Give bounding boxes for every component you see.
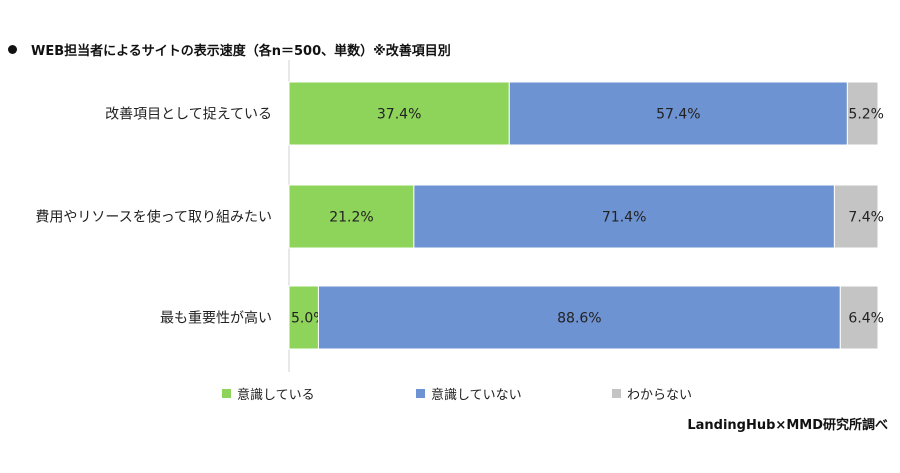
legend-label: 意識していない	[431, 388, 522, 403]
category-label: 費用やリソースを使って取り組みたい	[35, 209, 272, 226]
data-label: 5.0%	[291, 311, 327, 327]
legend-swatch	[416, 389, 425, 398]
legend-item: わからない	[612, 384, 692, 403]
data-label: 37.4%	[377, 107, 421, 123]
legend-swatch	[612, 389, 621, 398]
bar-segment	[839, 285, 879, 350]
legend-label: わからない	[627, 388, 693, 403]
data-label: 7.4%	[848, 210, 884, 226]
data-label: 6.4%	[848, 311, 884, 327]
bar-segment	[413, 184, 835, 249]
bar-segment	[317, 285, 841, 350]
bar-segment	[833, 184, 879, 249]
data-label: 21.2%	[329, 210, 373, 226]
bar-segment	[508, 81, 848, 146]
legend-swatch	[222, 389, 231, 398]
data-label: 5.2%	[848, 107, 884, 123]
source-credit: LandingHub×MMD研究所調べ	[687, 418, 888, 433]
category-label: 最も重要性が高い	[160, 310, 272, 327]
legend-item: 意識している	[222, 384, 315, 403]
chart-title: WEB担当者によるサイトの表示速度（各n＝500、単数）※改善項目別	[8, 40, 451, 59]
data-label: 57.4%	[656, 107, 700, 123]
data-label: 71.4%	[602, 210, 646, 226]
legend-item: 意識していない	[416, 384, 522, 403]
chart-legend: 意識している 意識していない わからない	[0, 384, 900, 404]
chart-title-text: WEB担当者によるサイトの表示速度（各n＝500、単数）※改善項目別	[31, 44, 451, 59]
bar-segment	[846, 81, 879, 146]
title-bullet-icon	[8, 45, 17, 54]
bar-segment	[288, 81, 510, 146]
bar-segment	[288, 184, 415, 249]
data-label: 88.6%	[557, 311, 601, 327]
legend-label: 意識している	[237, 388, 315, 403]
category-label: 改善項目として捉えている	[105, 107, 272, 123]
